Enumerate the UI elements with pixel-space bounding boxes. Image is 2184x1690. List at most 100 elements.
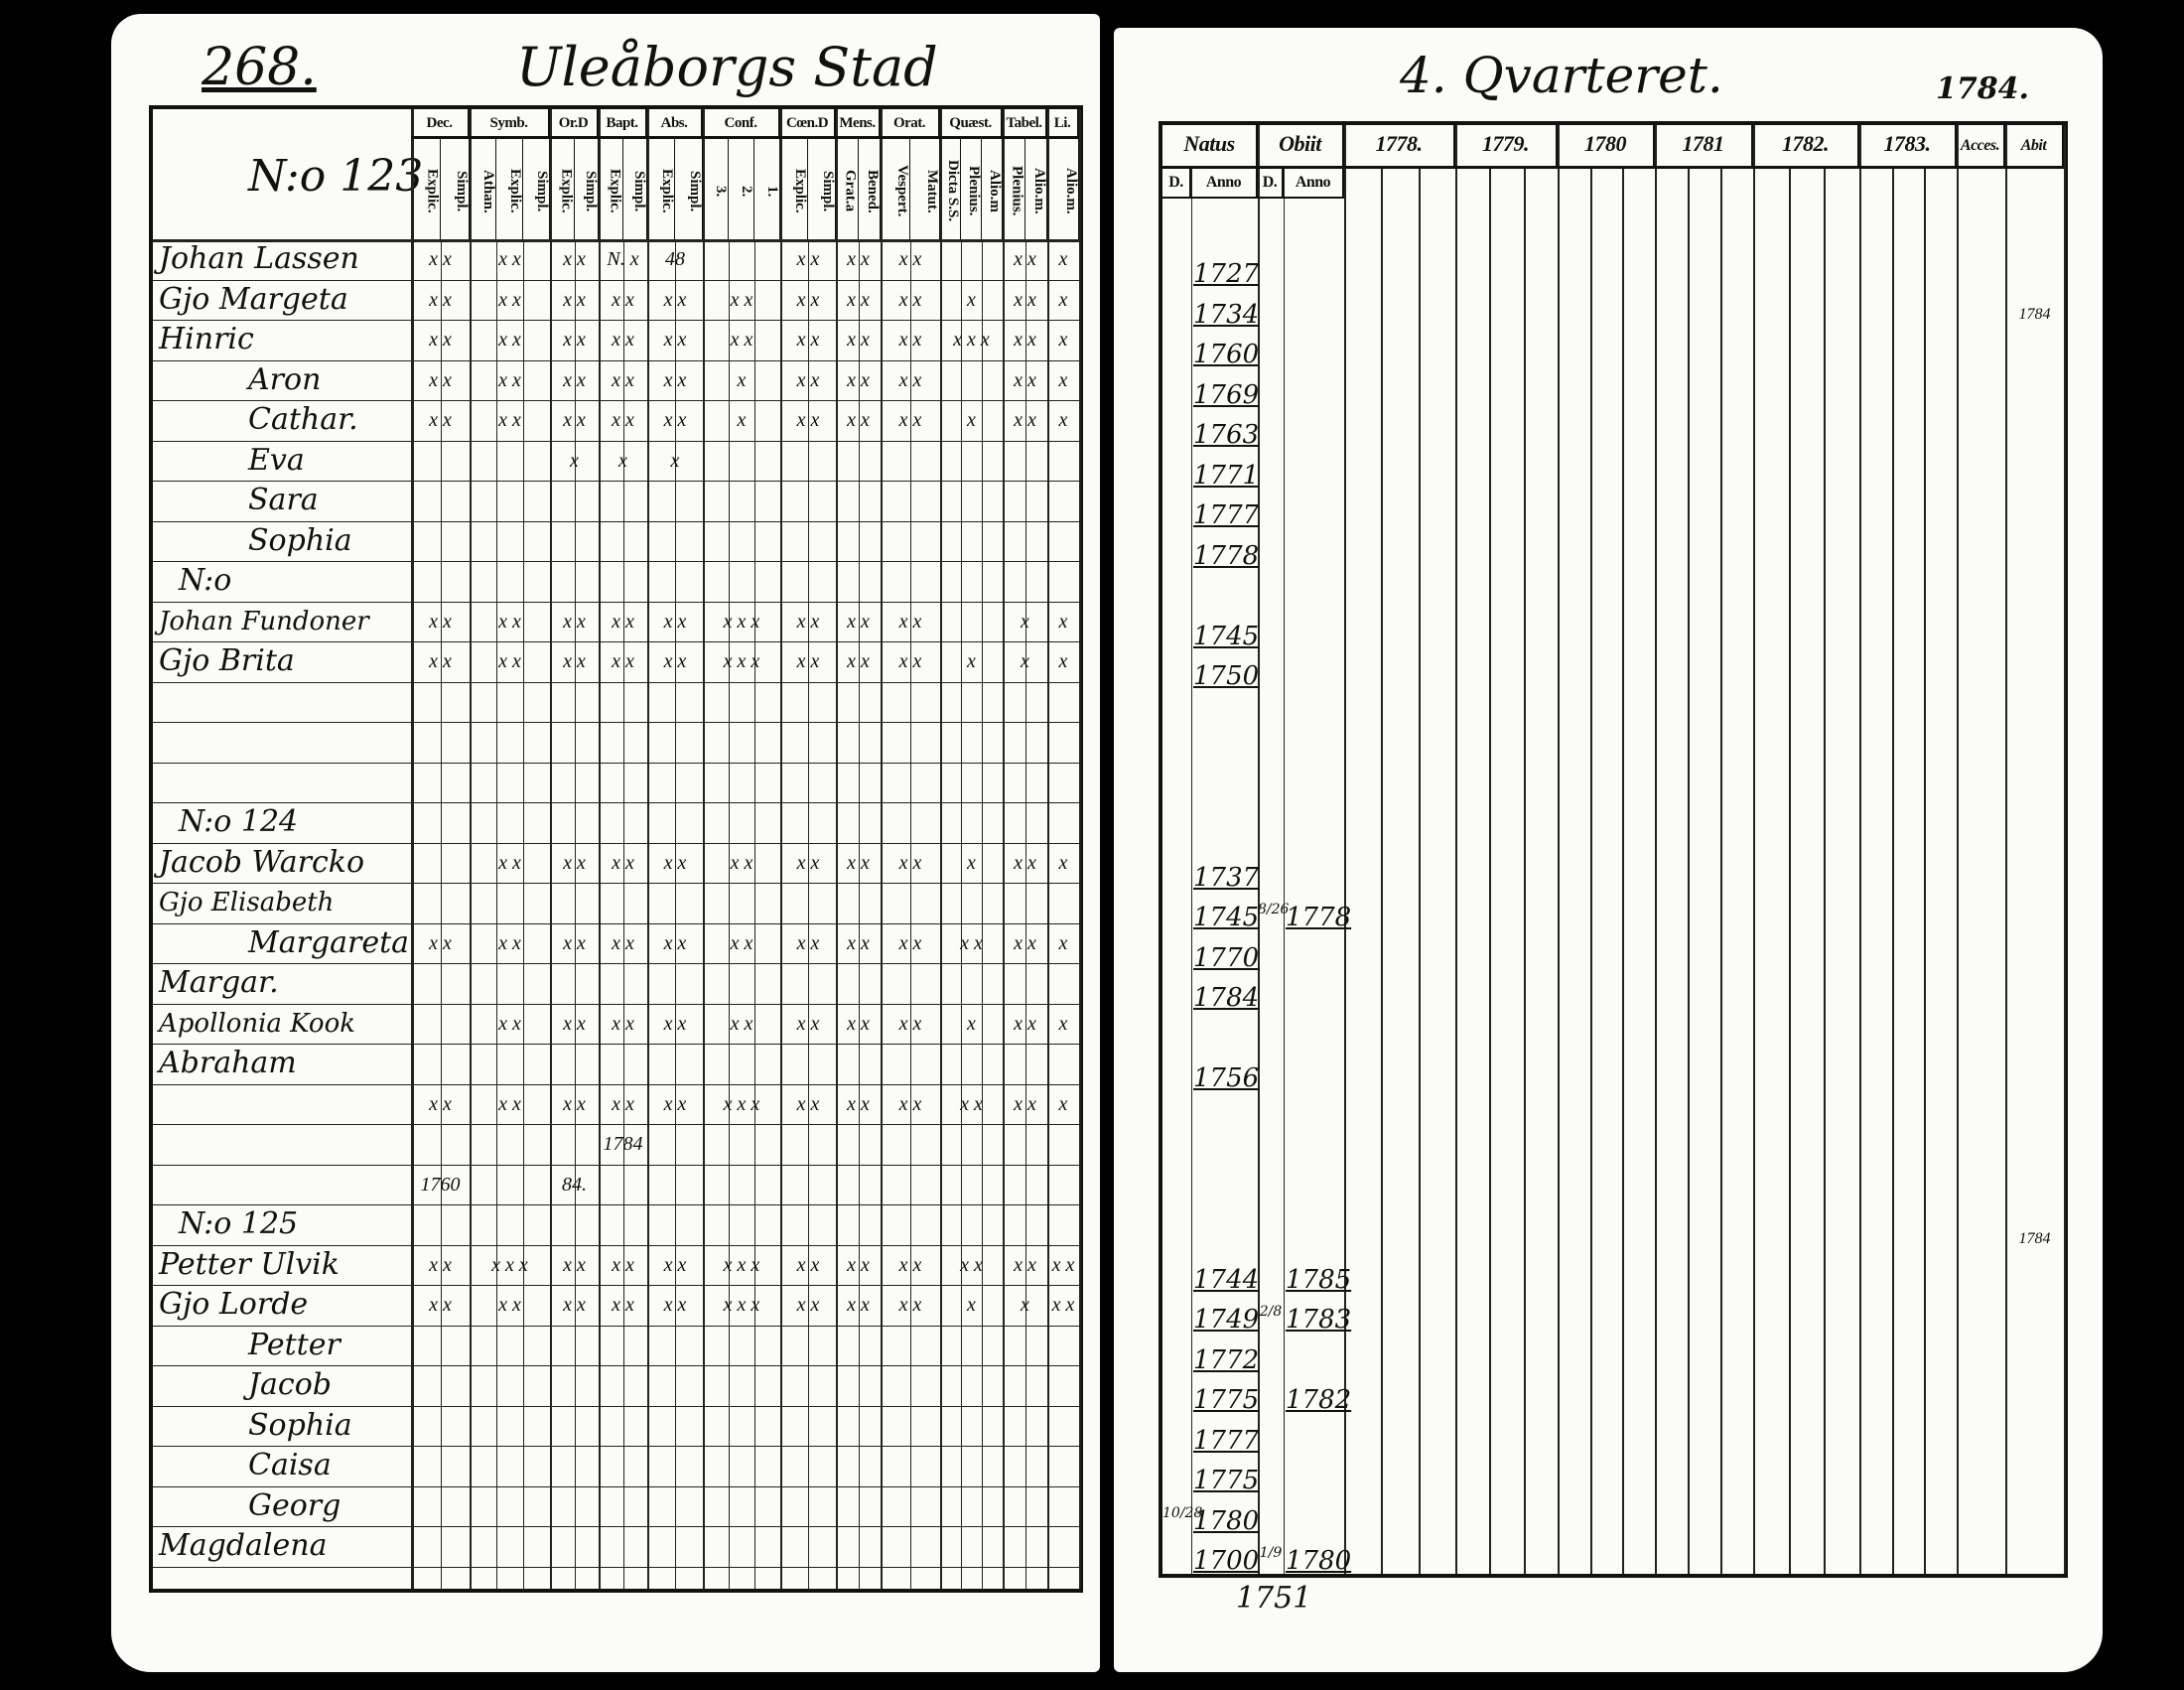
- person-name: Sophia: [248, 522, 352, 558]
- column-subdivider: [440, 239, 442, 1589]
- catechism-mark: x: [967, 1012, 976, 1035]
- row-rule: [153, 1124, 1079, 1125]
- natus-year: 1769: [1193, 379, 1260, 410]
- column-divider: [1455, 125, 1457, 1574]
- catechism-mark: x: [1058, 610, 1068, 633]
- catechism-mark: x x: [730, 931, 753, 954]
- person-name: Margar.: [159, 965, 279, 1000]
- catechism-mark: x: [570, 449, 579, 472]
- catechism-mark: x: [967, 650, 976, 672]
- catechism-mark: x x: [730, 288, 753, 311]
- row-rule: [153, 320, 1079, 321]
- column-divider: [881, 109, 883, 1589]
- column-divider: [1047, 109, 1049, 1589]
- abiit-year: 1784: [2018, 305, 2051, 323]
- catechism-mark: x x: [898, 288, 922, 311]
- year-subdivider: [1418, 169, 1421, 1574]
- column-group-header: Tabel.: [1003, 109, 1047, 139]
- catechism-mark: x x: [1014, 931, 1036, 954]
- catechism-mark: x x: [796, 368, 820, 391]
- catechism-mark: x x: [612, 650, 634, 672]
- natus-year: 1763: [1193, 420, 1260, 450]
- catechism-mark: x x: [1014, 288, 1036, 311]
- catechism-mark: x: [1021, 610, 1029, 633]
- catechism-mark: x x x: [491, 1253, 528, 1276]
- natus-year: 1770: [1193, 942, 1260, 973]
- column-subheader: 3.: [703, 139, 729, 239]
- catechism-mark: x x: [429, 409, 452, 431]
- person-name: Margareta: [248, 924, 410, 960]
- row-rule: [153, 400, 1079, 401]
- catechism-mark: x x: [498, 288, 521, 311]
- catechism-mark: x x: [1051, 1294, 1075, 1316]
- column-divider: [836, 109, 838, 1589]
- catechism-mark: x x: [663, 1012, 687, 1035]
- subheader-day: D.: [1258, 169, 1284, 199]
- natus-year: 1771: [1193, 460, 1260, 491]
- person-name: Sophia: [248, 1407, 352, 1443]
- column-divider: [2064, 125, 2066, 1574]
- catechism-mark: x x: [796, 329, 820, 351]
- row-rule: [153, 481, 1079, 482]
- natus-year: 1784: [1193, 983, 1260, 1013]
- person-name: Petter Ulvik: [159, 1246, 340, 1282]
- catechism-mark: x x: [498, 329, 521, 351]
- column-subheader: Plenius.: [961, 139, 982, 239]
- catechism-mark: x x: [498, 248, 521, 270]
- row-rule: [153, 1566, 1079, 1568]
- catechism-mark: x x: [1014, 248, 1036, 270]
- column-divider: [1284, 169, 1285, 1574]
- catechism-mark: x x: [796, 248, 820, 270]
- right-page: [1114, 28, 2103, 1672]
- catechism-mark: x x: [796, 288, 820, 311]
- subheader-anno: Anno: [1191, 169, 1258, 199]
- catechism-mark: x x: [429, 610, 452, 633]
- row-rule: [153, 520, 1079, 522]
- person-name: Apollonia Kook: [159, 1008, 355, 1039]
- catechism-mark: x x: [498, 931, 521, 954]
- year-subdivider: [1788, 169, 1791, 1574]
- catechism-mark: x x: [563, 1253, 586, 1276]
- column-subheader: Explic.: [411, 139, 441, 239]
- catechism-mark: x: [618, 449, 627, 472]
- catechism-mark: x x: [796, 1012, 820, 1035]
- row-rule: [153, 802, 1079, 803]
- person-name: Georg: [248, 1487, 341, 1523]
- catechism-mark: x x x: [953, 329, 990, 351]
- row-rule: [153, 1244, 1079, 1246]
- catechism-mark: x x: [847, 1092, 870, 1115]
- column-subheader: Simpl.: [623, 139, 647, 239]
- person-name: Petter: [248, 1327, 341, 1362]
- catechism-mark: x x: [663, 329, 687, 351]
- catechism-mark: x x: [498, 650, 521, 672]
- natus-year: 1727: [1193, 259, 1260, 289]
- year-header: 1781: [1655, 125, 1753, 169]
- row-rule: [153, 1446, 1079, 1447]
- column-group-header: Bapt.: [599, 109, 647, 139]
- footer-year: 1751: [1236, 1581, 1312, 1616]
- catechism-mark: x x: [612, 1253, 634, 1276]
- catechism-mark: x x: [847, 1253, 870, 1276]
- column-subheader: Simpl.: [441, 139, 470, 239]
- row-rule: [153, 1044, 1079, 1045]
- column-divider: [1753, 125, 1755, 1574]
- row-rule: [153, 1285, 1079, 1286]
- catechism-mark: x x: [847, 248, 870, 270]
- catechism-mark: x: [1021, 650, 1029, 672]
- column-divider: [1558, 125, 1560, 1574]
- catechism-mark: x x: [1014, 851, 1036, 874]
- column-group-header: Conf.: [703, 109, 780, 139]
- column-divider: [1258, 125, 1260, 1574]
- catechism-mark: x x: [498, 1294, 521, 1316]
- column-divider: [1859, 125, 1861, 1574]
- year-header: 1779.: [1455, 125, 1558, 169]
- catechism-mark: x x: [429, 248, 452, 270]
- catechism-mark: x x: [898, 851, 922, 874]
- catechism-mark: x x: [563, 329, 586, 351]
- catechism-mark: x: [967, 409, 976, 431]
- column-subheader: Bened.: [859, 139, 881, 239]
- catechism-mark: x x: [612, 1294, 634, 1316]
- natus-year: 1760: [1193, 340, 1260, 369]
- catechism-mark: x x: [847, 851, 870, 874]
- catechism-mark: x x: [498, 851, 521, 874]
